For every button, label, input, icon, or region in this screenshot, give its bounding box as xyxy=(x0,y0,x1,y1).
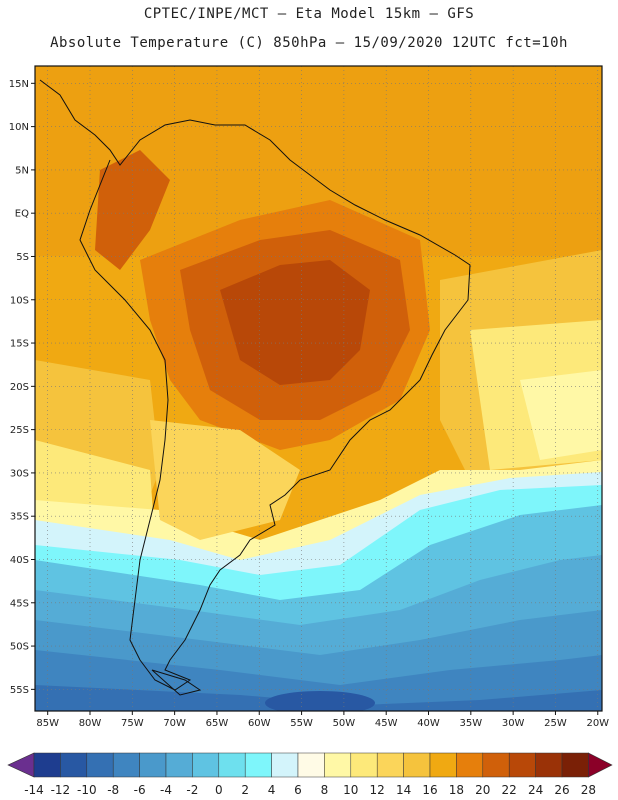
colorbar-label: 16 xyxy=(422,783,437,797)
lat-tick-label: 40S xyxy=(10,555,29,566)
lat-tick-label: EQ xyxy=(15,209,29,220)
colorbar-swatch xyxy=(429,752,457,778)
lat-tick-label: 10S xyxy=(10,295,29,306)
lat-tick-label: 55S xyxy=(10,685,29,696)
colorbar-label: -10 xyxy=(77,783,97,797)
colorbar-label: 22 xyxy=(502,783,517,797)
coastline xyxy=(39,79,471,696)
latitude-labels: 15N 10N 5N EQ 5S 10S 15S 20S 25S 30S 35S 40S 45S 50S 5… xyxy=(9,79,35,696)
colorbar-swatch xyxy=(297,752,325,778)
colorbar-label: 6 xyxy=(294,783,302,797)
colorbar-swatch xyxy=(324,752,352,778)
longitude-labels: 85W 80W 75W 70W 65W 60W 55W 50W 45W 40W 35W 30W 25W 2… xyxy=(36,711,609,729)
colorbar-label: 28 xyxy=(581,783,596,797)
colorbar-label: 10 xyxy=(343,783,358,797)
colorbar-label: -4 xyxy=(160,783,172,797)
lat-tick-label: 30S xyxy=(10,468,29,479)
lon-tick-label: 55W xyxy=(290,718,313,729)
colorbar-label: -12 xyxy=(51,783,71,797)
lon-tick-label: 50W xyxy=(333,718,356,729)
colorbar-swatch xyxy=(165,752,193,778)
lat-tick-label: 35S xyxy=(10,512,29,523)
lat-tick-label: 20S xyxy=(10,382,29,393)
colorbar-label: 14 xyxy=(396,783,411,797)
lat-tick-label: 15N xyxy=(9,79,29,90)
colorbar-swatch xyxy=(350,752,378,778)
colorbar-lower-arrow xyxy=(7,752,35,778)
colorbar-swatch xyxy=(482,752,510,778)
colorbar-swatch xyxy=(33,752,61,778)
lat-tick-label: 15S xyxy=(10,339,29,350)
lon-tick-label: 85W xyxy=(36,718,59,729)
lon-tick-label: 40W xyxy=(417,718,440,729)
colorbar-label: 20 xyxy=(475,783,490,797)
colorbar-label: 8 xyxy=(321,783,329,797)
lat-tick-label: 50S xyxy=(10,642,29,653)
lon-tick-label: 20W xyxy=(586,718,609,729)
colorbar-label: -8 xyxy=(107,783,119,797)
colorbar-swatch xyxy=(86,752,114,778)
lon-tick-label: 65W xyxy=(206,718,229,729)
lat-tick-label: 25S xyxy=(10,425,29,436)
colorbar-swatch xyxy=(218,752,246,778)
colorbar xyxy=(7,752,613,778)
lat-tick-label: 5N xyxy=(15,165,29,176)
map-graticule xyxy=(35,66,602,711)
colorbar-label: -6 xyxy=(134,783,146,797)
colorbar-swatch xyxy=(271,752,299,778)
colorbar-upper-arrow xyxy=(588,752,613,778)
lat-tick-label: 10N xyxy=(9,122,29,133)
colorbar-swatch xyxy=(376,752,404,778)
colorbar-label: 12 xyxy=(370,783,385,797)
map-subtitle: Absolute Temperature (C) 850hPa – 15/09/… xyxy=(50,35,568,51)
lon-tick-label: 70W xyxy=(163,718,186,729)
lon-tick-label: 30W xyxy=(502,718,525,729)
colorbar-label: 0 xyxy=(215,783,223,797)
map-frame xyxy=(34,65,603,712)
lon-tick-label: 60W xyxy=(248,718,271,729)
colorbar-swatch xyxy=(456,752,484,778)
colorbar-labels: -14 -12 -10 -8 -6 -4 -2 0 2 4 6 8 10 12 14 16 18 20 22 24 26… xyxy=(24,783,596,797)
colorbar-label: -14 xyxy=(24,783,44,797)
colorbar-swatch xyxy=(244,752,272,778)
lon-tick-label: 80W xyxy=(79,718,102,729)
colorbar-label: 26 xyxy=(554,783,569,797)
colorbar-swatch xyxy=(561,752,589,778)
colorbar-label: 24 xyxy=(528,783,543,797)
colorbar-swatch xyxy=(403,752,431,778)
map-title: CPTEC/INPE/MCT – Eta Model 15km – GFS xyxy=(143,6,475,22)
lon-tick-label: 35W xyxy=(460,718,483,729)
lon-tick-label: 25W xyxy=(544,718,567,729)
colorbar-swatch xyxy=(112,752,140,778)
lat-tick-label: 5S xyxy=(16,252,29,263)
colorbar-label: 2 xyxy=(241,783,249,797)
colorbar-label: -2 xyxy=(186,783,198,797)
colorbar-swatch xyxy=(508,752,536,778)
colorbar-swatch xyxy=(139,752,167,778)
colorbar-label: 4 xyxy=(268,783,276,797)
lat-tick-label: 45S xyxy=(10,598,29,609)
colorbar-swatch xyxy=(535,752,563,778)
colorbar-label: 18 xyxy=(449,783,464,797)
colorbar-swatch xyxy=(60,752,88,778)
temperature-field xyxy=(35,66,602,711)
colorbar-swatch xyxy=(192,752,220,778)
lon-tick-label: 75W xyxy=(121,718,144,729)
lon-tick-label: 45W xyxy=(375,718,398,729)
